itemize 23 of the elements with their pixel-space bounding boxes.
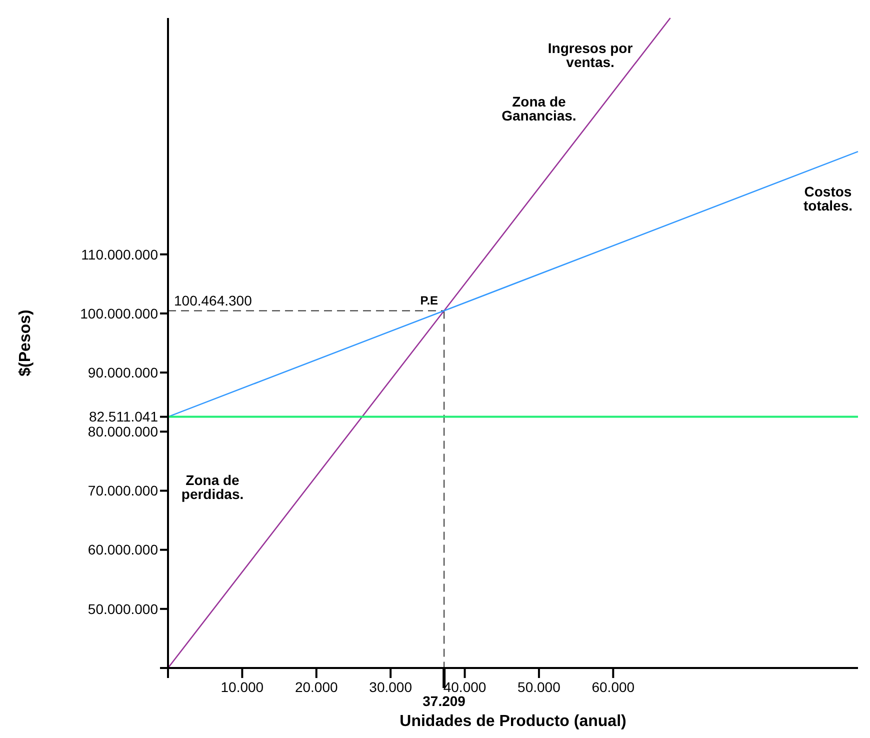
x-tick-label: 60.000 <box>592 679 635 695</box>
y-tick-label: 100.000.000 <box>80 305 158 322</box>
series-label: Costos totales. <box>803 184 853 214</box>
annotation: Zona de Ganancias. <box>502 94 576 124</box>
x-tick-label: 20.000 <box>294 679 338 695</box>
ref-line-label: 37.209 <box>422 693 466 709</box>
y-tick-label: 82.511.041 <box>88 408 158 425</box>
y-tick-label: 60.000.000 <box>88 542 158 558</box>
y-tick-label: 50.000.000 <box>88 600 158 617</box>
x-axis-title: Unidades de Producto (anual) <box>400 713 626 730</box>
y-axis-title: $(Pesos) <box>17 310 34 376</box>
series-label: Ingresos por ventas. <box>548 40 634 70</box>
y-tick-label: 90.000.000 <box>88 364 158 380</box>
annotation: Zona de perdidas. <box>181 472 244 502</box>
x-tick-label: 50.000 <box>518 679 561 695</box>
x-tick-label: 10.000 <box>220 679 264 695</box>
y-tick-label: 70.000.000 <box>88 482 158 499</box>
x-tick-label: 30.000 <box>369 679 412 695</box>
ref-line-label: 100.464.300 <box>174 292 252 309</box>
x-tick-label: 40.000 <box>443 679 486 695</box>
y-tick-label: 110.000.000 <box>81 246 158 262</box>
annotation: P.E <box>420 294 438 308</box>
y-tick-label: 80.000.000 <box>88 424 158 440</box>
